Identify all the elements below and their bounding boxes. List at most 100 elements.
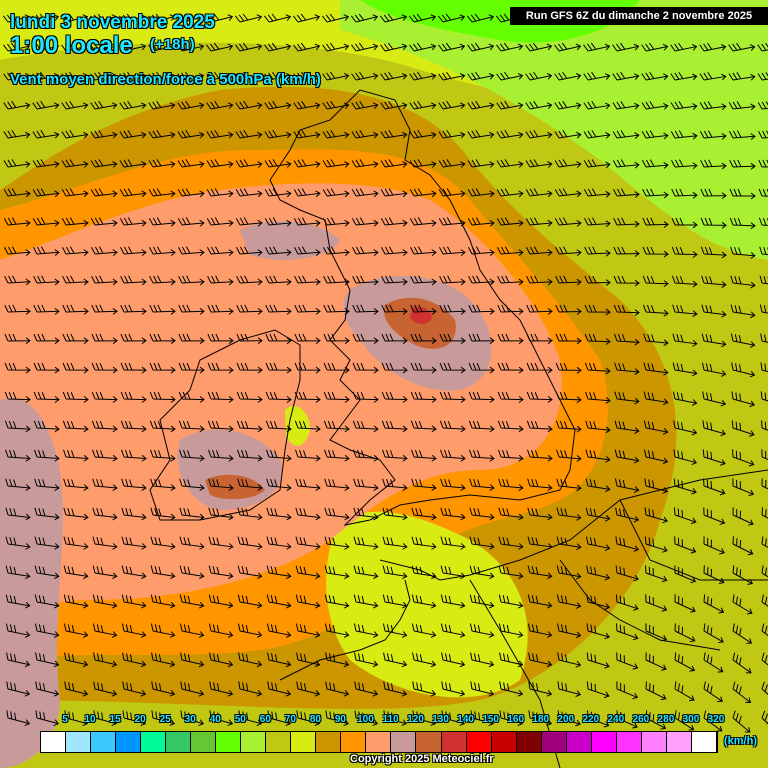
wind-barb xyxy=(266,594,292,609)
wind-barb xyxy=(150,594,176,609)
wind-barb xyxy=(324,536,350,550)
wind-barb xyxy=(732,507,754,526)
wind-barb xyxy=(759,246,768,260)
wind-barb xyxy=(731,362,756,378)
wind-barb xyxy=(177,130,205,139)
legend-swatch xyxy=(391,732,417,752)
wind-barb xyxy=(673,507,697,525)
wind-barb xyxy=(207,333,234,345)
legend-label: 220 xyxy=(582,714,600,725)
wind-barb xyxy=(381,275,408,286)
wind-barb xyxy=(761,420,768,438)
wind-barb xyxy=(554,42,582,52)
legend-swatch xyxy=(266,732,292,752)
wind-barb xyxy=(410,304,437,315)
wind-barb xyxy=(614,420,640,435)
wind-barb xyxy=(266,565,292,580)
wind-barb xyxy=(293,188,321,198)
wind-barb xyxy=(584,246,611,257)
wind-barb xyxy=(498,449,524,462)
wind-barb xyxy=(351,130,379,139)
wind-barb xyxy=(761,594,768,616)
wind-barb xyxy=(238,710,263,726)
wind-barb xyxy=(439,304,466,315)
wind-barb xyxy=(556,594,582,609)
legend-label: 70 xyxy=(284,714,296,725)
wind-barb xyxy=(760,391,768,408)
wind-barb xyxy=(469,536,495,550)
wind-barb xyxy=(178,304,205,315)
wind-barb xyxy=(615,565,639,582)
wind-barb xyxy=(412,710,437,726)
wind-barb xyxy=(700,159,727,170)
wind-barb xyxy=(468,420,495,433)
wind-barb xyxy=(381,391,408,403)
wind-barb xyxy=(613,188,640,199)
wind-barb xyxy=(468,333,495,345)
wind-barb xyxy=(612,71,640,81)
wind-barb xyxy=(293,42,321,52)
wind-barb xyxy=(92,565,118,580)
wind-barb xyxy=(148,71,176,81)
legend-label: 50 xyxy=(234,714,246,725)
wind-barb xyxy=(3,71,31,81)
wind-barb xyxy=(757,101,768,111)
wind-barb xyxy=(207,304,234,315)
wind-barb xyxy=(557,623,582,639)
wind-barb xyxy=(498,623,524,638)
wind-barb xyxy=(674,710,695,731)
wind-barb xyxy=(267,681,292,697)
wind-barb xyxy=(409,42,437,52)
wind-barb xyxy=(497,246,524,256)
wind-barb xyxy=(703,565,725,585)
wind-barb xyxy=(353,594,379,609)
wind-barb xyxy=(61,100,89,110)
wind-barb xyxy=(265,420,292,433)
wind-barb xyxy=(266,507,292,521)
wind-barb xyxy=(118,13,147,23)
wind-barb xyxy=(236,362,263,374)
wind-barb xyxy=(467,159,495,168)
wind-barb xyxy=(61,188,89,198)
wind-barb xyxy=(699,72,727,81)
wind-barb xyxy=(467,130,495,139)
legend-swatch xyxy=(341,732,367,752)
wind-barb xyxy=(584,362,611,375)
wind-barb xyxy=(119,130,147,139)
legend-unit: (km/h) xyxy=(724,735,757,747)
wind-barb xyxy=(264,217,292,227)
legend-swatch xyxy=(291,732,317,752)
forecast-lead: (+18h) xyxy=(150,36,195,53)
wind-barb xyxy=(121,623,147,638)
wind-barb xyxy=(732,710,751,733)
wind-barb xyxy=(703,594,725,614)
wind-barb xyxy=(702,391,727,407)
wind-barb xyxy=(439,420,466,433)
wind-barb xyxy=(732,536,754,556)
wind-barb xyxy=(209,710,234,726)
wind-barb xyxy=(672,391,698,406)
wind-barb xyxy=(353,507,379,521)
wind-barb xyxy=(324,507,350,521)
wind-barb xyxy=(149,275,176,286)
wind-barb xyxy=(761,681,768,705)
wind-barb xyxy=(179,449,205,462)
wind-barb xyxy=(267,710,292,726)
wind-barb xyxy=(674,681,695,702)
wind-barb xyxy=(353,449,379,462)
wind-barb xyxy=(325,710,350,726)
wind-barb xyxy=(408,13,437,23)
wind-barb xyxy=(294,333,321,345)
wind-barb xyxy=(409,217,437,227)
wind-barb xyxy=(440,623,466,638)
wind-barb xyxy=(498,536,524,550)
wind-barb xyxy=(91,391,118,403)
wind-barb xyxy=(353,565,379,580)
wind-barb xyxy=(179,478,205,492)
wind-barb xyxy=(266,623,292,638)
wind-barb xyxy=(468,304,495,315)
wind-barb xyxy=(527,507,553,521)
wind-barb xyxy=(701,275,727,289)
wind-barb xyxy=(295,536,321,550)
wind-barb xyxy=(731,391,755,408)
